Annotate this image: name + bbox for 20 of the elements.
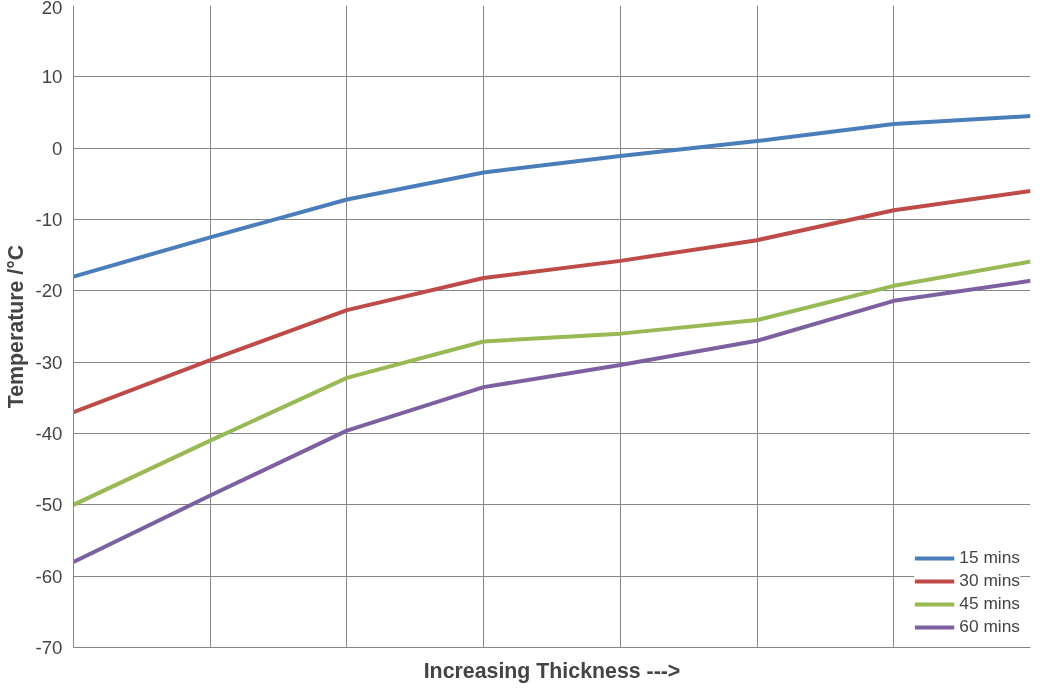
y-tick-label: 0 [52,137,63,159]
x-axis-title: Increasing Thickness ---> [423,658,681,683]
line-series [73,114,1031,279]
y-tick-label: 20 [41,0,63,18]
y-tick-label: -20 [35,280,63,302]
legend-label: 30 mins [959,570,1020,591]
y-tick-label: -70 [35,637,63,658]
legend-label: 15 mins [959,547,1020,568]
y-tick-label: -40 [35,423,63,444]
line-series [73,278,1031,564]
line-series [73,188,1031,415]
y-tick-label: -50 [35,494,63,516]
y-axis-title: Temperature /°C [3,244,28,409]
legend-label: 45 mins [959,593,1020,614]
y-tick-label: 10 [41,66,63,88]
y-tick-label: -10 [35,209,63,230]
line-series [73,259,1031,507]
y-tick-label: -60 [35,565,63,587]
legend-label: 60 mins [959,616,1020,637]
y-tick-label: -30 [35,351,63,373]
